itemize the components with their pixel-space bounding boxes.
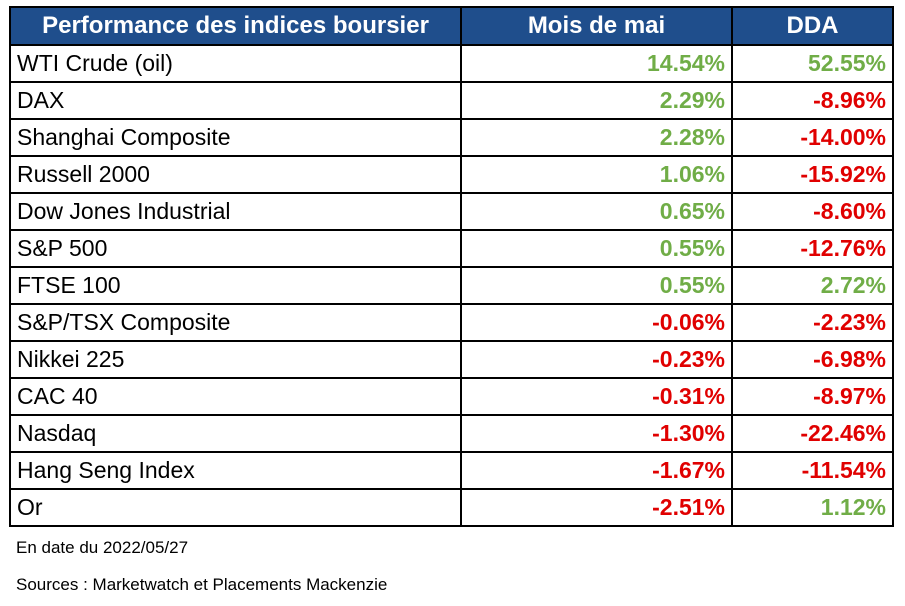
mois-de-mai-cell: 1.06% bbox=[460, 155, 733, 194]
performance-table: Performance des indices boursier Mois de… bbox=[9, 6, 894, 527]
header-dda: DDA bbox=[731, 6, 894, 46]
mois-de-mai-cell: -1.67% bbox=[460, 451, 733, 490]
dda-cell: -12.76% bbox=[731, 229, 894, 268]
index-name-cell: Or bbox=[9, 488, 462, 527]
mois-de-mai-cell: -1.30% bbox=[460, 414, 733, 453]
dda-cell: 52.55% bbox=[731, 44, 894, 83]
dda-cell: -8.97% bbox=[731, 377, 894, 416]
index-name-cell: Dow Jones Industrial bbox=[9, 192, 462, 231]
mois-de-mai-cell: -2.51% bbox=[460, 488, 733, 527]
index-name-cell: Shanghai Composite bbox=[9, 118, 462, 157]
sources-note: Sources : Marketwatch et Placements Mack… bbox=[16, 575, 388, 594]
mois-de-mai-cell: 0.55% bbox=[460, 229, 733, 268]
index-name-cell: CAC 40 bbox=[9, 377, 462, 416]
performance-table-container: Performance des indices boursier Mois de… bbox=[9, 6, 894, 527]
dda-cell: 2.72% bbox=[731, 266, 894, 305]
mois-de-mai-cell: 0.65% bbox=[460, 192, 733, 231]
index-name-cell: DAX bbox=[9, 81, 462, 120]
dda-cell: -14.00% bbox=[731, 118, 894, 157]
dda-cell: -2.23% bbox=[731, 303, 894, 342]
table-row: Nasdaq -1.30% -22.46% bbox=[9, 414, 894, 453]
table-row: FTSE 100 0.55% 2.72% bbox=[9, 266, 894, 305]
index-name-cell: WTI Crude (oil) bbox=[9, 44, 462, 83]
date-note: En date du 2022/05/27 bbox=[16, 538, 189, 557]
dda-cell: -11.54% bbox=[731, 451, 894, 490]
mois-de-mai-cell: 14.54% bbox=[460, 44, 733, 83]
index-name-cell: Hang Seng Index bbox=[9, 451, 462, 490]
table-row: Or -2.51% 1.12% bbox=[9, 488, 894, 527]
index-name-cell: FTSE 100 bbox=[9, 266, 462, 305]
dda-cell: -22.46% bbox=[731, 414, 894, 453]
index-name-cell: Nasdaq bbox=[9, 414, 462, 453]
table-row: Shanghai Composite 2.28% -14.00% bbox=[9, 118, 894, 157]
mois-de-mai-cell: -0.23% bbox=[460, 340, 733, 379]
table-row: Nikkei 225 -0.23% -6.98% bbox=[9, 340, 894, 379]
index-name-cell: Nikkei 225 bbox=[9, 340, 462, 379]
header-index: Performance des indices boursier bbox=[9, 6, 462, 46]
dda-cell: -15.92% bbox=[731, 155, 894, 194]
index-name-cell: S&P 500 bbox=[9, 229, 462, 268]
table-header-row: Performance des indices boursier Mois de… bbox=[9, 6, 894, 46]
table-row: Hang Seng Index -1.67% -11.54% bbox=[9, 451, 894, 490]
mois-de-mai-cell: -0.31% bbox=[460, 377, 733, 416]
dda-cell: -8.96% bbox=[731, 81, 894, 120]
mois-de-mai-cell: 2.29% bbox=[460, 81, 733, 120]
dda-cell: -6.98% bbox=[731, 340, 894, 379]
header-mois-de-mai: Mois de mai bbox=[460, 6, 733, 46]
dda-cell: 1.12% bbox=[731, 488, 894, 527]
table-row: Dow Jones Industrial 0.65% -8.60% bbox=[9, 192, 894, 231]
index-name-cell: S&P/TSX Composite bbox=[9, 303, 462, 342]
table-row: Russell 2000 1.06% -15.92% bbox=[9, 155, 894, 194]
mois-de-mai-cell: 2.28% bbox=[460, 118, 733, 157]
mois-de-mai-cell: -0.06% bbox=[460, 303, 733, 342]
table-row: WTI Crude (oil) 14.54% 52.55% bbox=[9, 44, 894, 83]
table-row: CAC 40 -0.31% -8.97% bbox=[9, 377, 894, 416]
table-row: S&P/TSX Composite -0.06% -2.23% bbox=[9, 303, 894, 342]
table-row: DAX 2.29% -8.96% bbox=[9, 81, 894, 120]
dda-cell: -8.60% bbox=[731, 192, 894, 231]
table-body: WTI Crude (oil) 14.54% 52.55% DAX 2.29% -8.96… bbox=[9, 44, 894, 527]
mois-de-mai-cell: 0.55% bbox=[460, 266, 733, 305]
index-name-cell: Russell 2000 bbox=[9, 155, 462, 194]
table-row: S&P 500 0.55% -12.76% bbox=[9, 229, 894, 268]
